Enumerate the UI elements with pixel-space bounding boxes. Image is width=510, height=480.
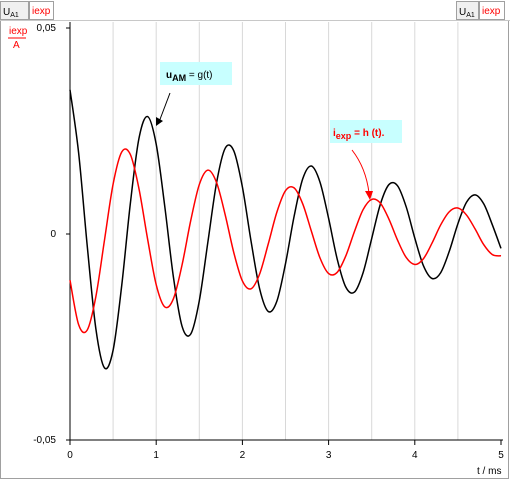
annotation-text: iexp = h (t). <box>333 128 385 141</box>
annotation-arrow <box>158 92 171 123</box>
tab-sub: A1 <box>10 12 19 19</box>
annotation-arrow <box>351 149 370 194</box>
tab-text: U <box>3 7 10 18</box>
series-line <box>69 148 502 334</box>
annotation-arrowhead <box>156 117 163 126</box>
x-tick-label: 3 <box>326 450 332 461</box>
tab[interactable]: UA1 <box>0 1 29 20</box>
annotation-rest: = g(t) <box>186 70 212 81</box>
tab[interactable]: UA1 <box>456 1 479 20</box>
tab-box <box>29 1 54 20</box>
x-tick-label: 2 <box>240 450 246 461</box>
tab-label: UA1 <box>459 7 475 19</box>
y-tick-label: -0,05 <box>33 435 56 446</box>
x-tick-label: 1 <box>153 450 159 461</box>
annotation-arrowhead <box>365 191 373 200</box>
tab[interactable]: iexp <box>29 1 54 20</box>
y-tick-label: 0,05 <box>37 23 57 34</box>
tab-label: iexp <box>482 6 501 17</box>
x-tick-label: 0 <box>67 450 73 461</box>
toolbar <box>0 0 510 20</box>
annotation-main: i <box>333 128 336 139</box>
annotation-main: u <box>166 70 172 81</box>
annotation-rest: = h (t). <box>351 128 384 139</box>
plot: 0,05 0 -0,05 0 1 2 3 4 5 <box>33 22 504 461</box>
x-axis-label: t / ms <box>477 466 501 477</box>
tab-text: U <box>459 7 466 18</box>
tab-box <box>479 1 505 20</box>
tab[interactable]: iexp <box>479 1 505 20</box>
tab-box <box>0 1 29 20</box>
annotation-box <box>330 120 402 143</box>
annotation-box <box>160 62 232 85</box>
x-tick-label: 5 <box>498 450 504 461</box>
annotation: uAM = g(t) <box>156 62 232 126</box>
tab-label: iexp <box>32 6 51 17</box>
tab-label: UA1 <box>3 7 19 19</box>
y-unit-bottom: A <box>13 40 20 51</box>
tab-sub: A1 <box>466 12 475 19</box>
y-unit-top: iexp <box>9 26 28 37</box>
x-tick-label: 4 <box>412 450 418 461</box>
annotation-text: uAM = g(t) <box>166 70 213 83</box>
series-line <box>69 89 502 370</box>
annotation-sub: exp <box>336 131 352 141</box>
annotation: iexp = h (t). <box>330 120 402 200</box>
tab-box <box>456 1 479 20</box>
annotation-sub: AM <box>172 73 186 83</box>
y-tick-label: 0 <box>50 229 56 240</box>
